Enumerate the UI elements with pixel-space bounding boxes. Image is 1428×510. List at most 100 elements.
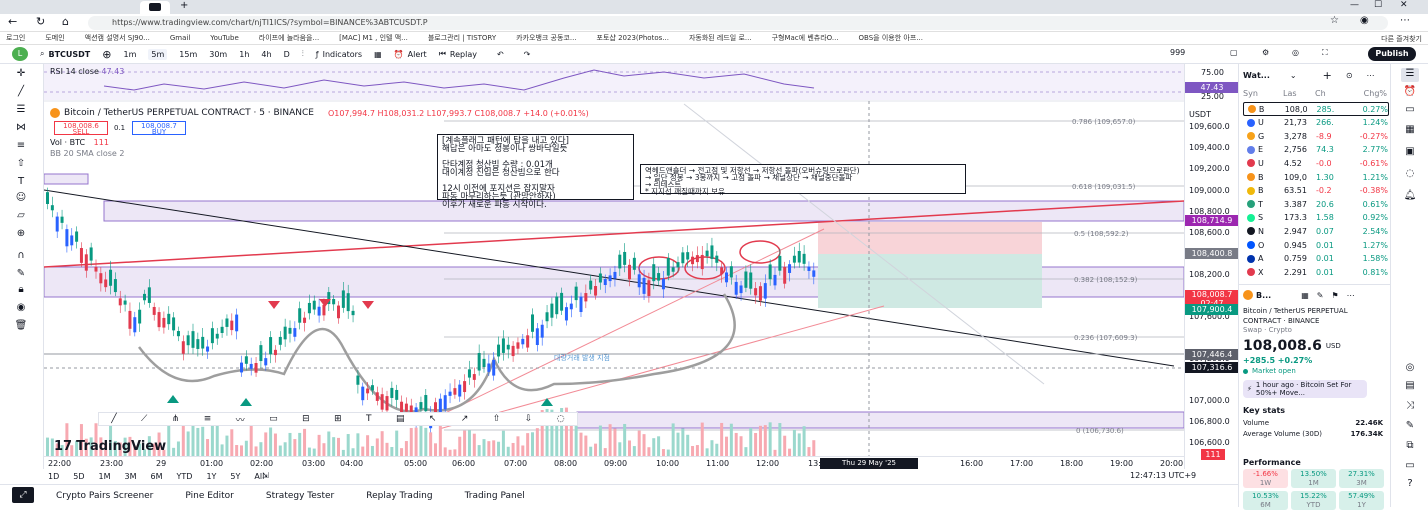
col-change[interactable]: Ch	[1315, 88, 1326, 98]
notifications-icon[interactable]: 🔔︎	[1403, 190, 1417, 201]
perf-cell[interactable]: 10.53% 6M	[1243, 491, 1288, 510]
add-symbol-icon[interactable]: +	[1322, 68, 1332, 82]
watchlist-row[interactable]: B 63.51 -0.2 -0.38%	[1243, 184, 1389, 198]
ideas-icon[interactable]: ◌	[1405, 168, 1415, 179]
bookmark-item[interactable]: 자동화된 레드일 로...	[688, 34, 752, 42]
watchlist-row[interactable]: T 3.387 20.6 0.61%	[1243, 197, 1389, 211]
fib-tool-icon[interactable]: ≡	[203, 414, 212, 424]
interval-15m[interactable]: 15m	[179, 49, 198, 59]
undo-icon[interactable]: ↶	[496, 49, 504, 59]
shapes-icon[interactable]: ⇧	[16, 158, 26, 169]
watchlist-row[interactable]: B 109,0 1.30 1.21%	[1243, 170, 1389, 184]
ruler-icon[interactable]: ▱	[17, 210, 25, 221]
grid-icon[interactable]: ▦	[1301, 290, 1309, 300]
calendar-icon[interactable]: ▣	[1405, 146, 1415, 157]
clock[interactable]: 12:47:13 UTC+9	[1130, 471, 1197, 480]
perf-cell[interactable]: 13.50% 1M	[1291, 469, 1336, 488]
ray-tool-icon[interactable]: ⟋	[141, 414, 148, 424]
watchlist-row[interactable]: A 0.759 0.01 1.58%	[1243, 252, 1389, 266]
crosshair-icon[interactable]: ✛	[16, 68, 26, 79]
target-icon[interactable]: ◎	[1405, 362, 1415, 373]
advanced-view-icon[interactable]: ⊙	[1345, 70, 1353, 80]
perf-cell[interactable]: 15.22% YTD	[1291, 491, 1336, 510]
indicators-button[interactable]: Indicators	[322, 49, 363, 59]
home-icon[interactable]: ⌂	[62, 15, 69, 28]
cursor-icon[interactable]: ↖	[428, 414, 437, 424]
profile-icon[interactable]: ◉	[1360, 15, 1369, 26]
trash-icon[interactable]: 🗑︎	[14, 320, 28, 331]
bookmark-item[interactable]: 라이프에 놀라움을...	[258, 34, 320, 42]
interval-1h[interactable]: 1h	[239, 49, 250, 59]
templates-icon[interactable]: ▦	[374, 49, 382, 59]
arrow-tool-icon[interactable]: ↗	[460, 414, 469, 424]
fib-icon[interactable]: ≡	[16, 140, 26, 151]
arrow-down-tool-icon[interactable]: ⇩	[524, 414, 533, 424]
watchlist-row[interactable]: U 4.52 -0.0 -0.61%	[1243, 156, 1389, 170]
detail-symbol[interactable]: B...	[1256, 290, 1272, 300]
watchlist-row[interactable]: U 21,73 266. 1.24%	[1243, 116, 1389, 130]
edit-icon[interactable]: ✎	[1316, 290, 1324, 300]
bookmark-item[interactable]: 포토샵 2023(Photos...	[596, 34, 669, 42]
note-box-1[interactable]: [계속플래그 패턴에 탑을 내고 있다] 해답은 아마도 정봉이나 쌍바닥일듯 …	[437, 134, 634, 209]
interval-30m[interactable]: 30m	[209, 49, 228, 59]
range-All[interactable]: All	[254, 472, 265, 481]
more-icon[interactable]: ⋯	[1346, 290, 1355, 300]
minimize-icon[interactable]: —	[1350, 0, 1359, 10]
watchlist-title[interactable]: Wat...	[1243, 70, 1270, 80]
help-icon[interactable]: ?	[1407, 478, 1413, 489]
range-YTD[interactable]: YTD	[176, 472, 193, 481]
interval-D[interactable]: D	[283, 49, 290, 59]
measure-icon[interactable]: ⊞	[334, 414, 342, 424]
bookmark-item[interactable]: 로그인	[6, 34, 26, 42]
fullscreen-icon[interactable]: ⛶	[1322, 48, 1328, 57]
interval-5m[interactable]: 5m	[148, 48, 168, 60]
perf-cell[interactable]: 57.49% 1Y	[1339, 491, 1384, 510]
redo-icon[interactable]: ↷	[523, 49, 531, 59]
menu-icon[interactable]: ⋯	[1400, 15, 1410, 26]
bookmark-item[interactable]: 카카오뱅크 공동코...	[516, 34, 577, 42]
replay-button[interactable]: Replay	[449, 49, 477, 59]
bottom-tab[interactable]: Pine Editor	[185, 491, 234, 501]
camera-icon[interactable]: ◎	[1292, 48, 1299, 57]
watchlist-row[interactable]: N 2.947 0.07 2.54%	[1243, 224, 1389, 238]
magnet-icon[interactable]: ∩	[17, 250, 25, 261]
browser-tab[interactable]	[140, 1, 170, 14]
new-tab-icon[interactable]: +	[180, 0, 189, 11]
watchlist-row[interactable]: G 3,278 -8.9 -0.27%	[1243, 129, 1389, 143]
back-icon[interactable]: ←	[8, 15, 18, 28]
news-promo[interactable]: ⚡ 1 hour ago · Bitcoin Set For 50%+ Move.…	[1243, 380, 1367, 398]
range-5D[interactable]: 5D	[73, 472, 85, 481]
fork-icon[interactable]: ⤨	[1406, 400, 1414, 411]
lock-icon[interactable]: 🔒︎	[18, 284, 24, 295]
address-input[interactable]: https://www.tradingview.com/chart/njTI1I…	[88, 16, 1388, 30]
buy-button[interactable]: 108,008.7 BUY	[132, 121, 186, 136]
close-icon[interactable]: ✕	[1400, 0, 1408, 10]
range-1M[interactable]: 1M	[98, 472, 111, 481]
replay-icon[interactable]: ⏮	[438, 49, 446, 58]
bookmark-item[interactable]: OBS을 이용한 아프...	[858, 34, 923, 42]
watchlist-row[interactable]: O 0.945 0.01 1.27%	[1243, 238, 1389, 252]
search-icon[interactable]: ⌕	[40, 49, 45, 58]
arrow-up-tool-icon[interactable]: ⇧	[492, 414, 501, 424]
rect-tool-icon[interactable]: ▭	[269, 414, 278, 424]
chart-area[interactable]: 0.786 (109,657.0) 0.618 (109,031.5) 0.5 (1…	[44, 64, 1184, 469]
chat-icon[interactable]: ▭	[1405, 104, 1415, 115]
more-icon[interactable]: ⋯	[1366, 70, 1375, 80]
range-1Y[interactable]: 1Y	[206, 472, 217, 481]
reload-icon[interactable]: ↻	[36, 15, 46, 28]
bottom-tab[interactable]: Trading Panel	[464, 491, 525, 501]
emoji-icon[interactable]: ☺	[15, 192, 27, 203]
trendline-icon[interactable]: ╱	[17, 86, 25, 97]
compare-icon[interactable]: ⊕	[102, 47, 112, 61]
time-axis[interactable]: 22:00 23:00 29 01:00 02:00 03:00 04:00 05:00 06:…	[44, 456, 1184, 469]
bookmark-item[interactable]: 도메인	[45, 34, 65, 42]
note-box-2[interactable]: 역헤드앤숄더 → 전고점 및 저항선 → 저항선 돌파(오버슈팅으로판단) → …	[640, 164, 966, 195]
range-3M[interactable]: 3M	[124, 472, 137, 481]
bookmark-item[interactable]: 블로그관리 | TISTORY	[427, 34, 497, 42]
screener-icon[interactable]: ▦	[1405, 124, 1415, 135]
flag-icon[interactable]: ⚑	[1331, 290, 1339, 300]
comment-icon[interactable]: ▭	[1405, 460, 1415, 471]
bottom-tab[interactable]: Crypto Pairs Screener	[56, 491, 154, 501]
range-1D[interactable]: 1D	[48, 472, 60, 481]
col-symbol[interactable]: Syn	[1243, 88, 1258, 98]
